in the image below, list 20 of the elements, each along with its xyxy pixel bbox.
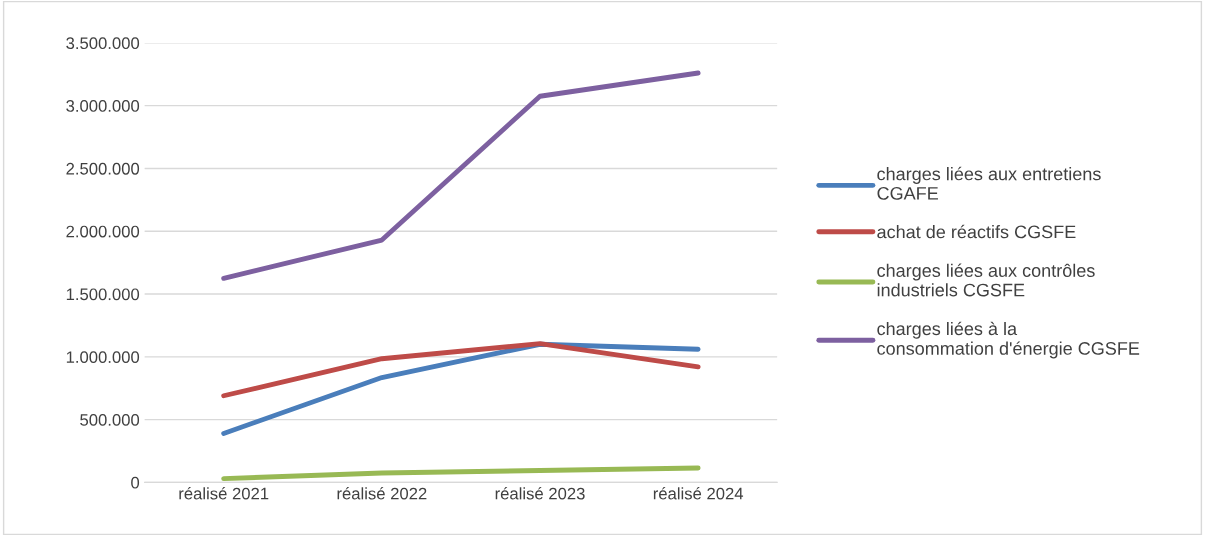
y-tick-label: 2.500.000 [66,162,140,175]
y-tick-label: 1.500.000 [66,288,140,301]
legend-label: charges liées aux contrôles industriels CGSFE [877,263,1095,297]
x-tick-label: réalisé 2021 [179,487,269,500]
legend-label: charges liées aux entretiens CGAFE [877,166,1101,200]
line-series [221,341,701,436]
y-tick-label: 1.000.000 [66,351,140,364]
x-tick-label: réalisé 2024 [653,487,744,500]
line-series [221,70,701,281]
line-series [221,341,701,399]
y-tick-label: 3.000.000 [66,100,140,112]
line-series [221,465,701,482]
legend-label: achat de réactifs CGSFE [877,224,1076,239]
x-tick-label: réalisé 2023 [495,487,585,500]
x-tick-label: réalisé 2022 [337,487,427,500]
y-tick-label: 3.500.000 [66,37,140,50]
y-tick-label: 0 [131,476,140,489]
legend-label: charges liées à la consommation d'énergie CGSFE [877,321,1140,359]
y-tick-label: 500.000 [80,414,140,426]
y-tick-label: 2.000.000 [66,225,140,238]
